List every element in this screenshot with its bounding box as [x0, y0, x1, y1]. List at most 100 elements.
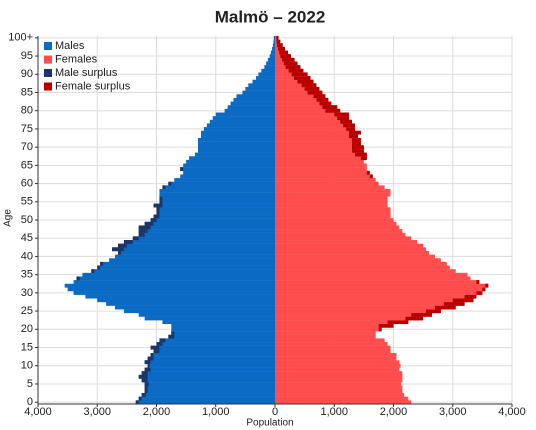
male-bar — [224, 108, 275, 113]
y-tick-label: 60 — [21, 177, 33, 189]
female-surplus — [349, 130, 361, 135]
male-bar — [144, 389, 275, 394]
male-surplus — [141, 371, 148, 376]
male-bar — [159, 338, 275, 343]
male-bar — [171, 331, 275, 335]
female-bar — [275, 261, 447, 266]
male-surplus — [138, 396, 142, 401]
male-bar — [106, 301, 275, 306]
male-bar — [233, 97, 275, 102]
female-bar — [275, 396, 409, 401]
female-bar — [275, 76, 311, 80]
female-surplus — [277, 43, 283, 48]
male-bar — [197, 145, 275, 150]
female-bar — [275, 363, 401, 368]
female-surplus — [316, 97, 329, 102]
male-bar — [270, 50, 275, 55]
male-bar — [215, 112, 275, 117]
female-bar — [275, 87, 320, 91]
female-surplus — [352, 138, 361, 142]
male-bar — [174, 178, 275, 182]
female-bar — [275, 385, 403, 390]
legend-swatch — [44, 82, 52, 91]
male-bar — [153, 203, 275, 208]
female-bar — [275, 272, 468, 277]
male-surplus — [138, 225, 151, 230]
female-bar — [275, 229, 403, 233]
male-bar — [261, 68, 275, 73]
male-surplus — [144, 360, 151, 365]
legend-label: Male surplus — [55, 67, 118, 79]
female-bar — [275, 280, 480, 284]
male-surplus — [141, 393, 146, 397]
female-surplus — [378, 323, 394, 328]
male-bar — [85, 294, 276, 299]
male-surplus — [144, 367, 151, 372]
x-tick-label: 1,000 — [202, 406, 230, 418]
male-bar — [144, 316, 275, 321]
female-surplus — [340, 119, 353, 124]
female-surplus — [346, 127, 355, 131]
female-bar — [275, 265, 450, 270]
male-bar — [236, 94, 275, 99]
male-surplus — [156, 207, 160, 212]
male-surplus — [150, 345, 160, 350]
female-bar — [275, 189, 391, 193]
female-surplus — [293, 76, 311, 80]
y-tick-label: 85 — [21, 86, 33, 98]
male-surplus — [162, 185, 166, 190]
x-tick-label: 3,000 — [439, 406, 467, 418]
female-bar — [275, 294, 477, 299]
male-surplus — [135, 400, 139, 405]
male-bar — [112, 247, 275, 252]
female-surplus — [313, 94, 326, 99]
female-bar — [275, 301, 465, 306]
male-surplus — [159, 338, 166, 343]
female-bar — [275, 167, 367, 172]
female-bar — [275, 203, 388, 208]
female-bar — [275, 123, 355, 128]
male-bar — [123, 309, 275, 314]
female-surplus — [443, 301, 465, 306]
female-bar — [275, 141, 361, 146]
female-surplus — [352, 141, 361, 146]
female-bar — [275, 130, 361, 135]
female-surplus — [277, 46, 286, 51]
male-bar — [197, 141, 275, 146]
male-bar — [180, 167, 275, 172]
female-bar — [275, 199, 388, 204]
female-surplus — [411, 312, 433, 317]
female-bar — [275, 254, 435, 259]
female-surplus — [352, 145, 364, 150]
female-surplus — [378, 327, 382, 332]
male-surplus — [153, 214, 160, 219]
female-bar — [275, 250, 430, 255]
female-surplus — [282, 57, 295, 62]
female-bar — [275, 287, 486, 292]
male-bar — [117, 250, 275, 255]
male-bar — [159, 189, 275, 193]
male-surplus — [168, 181, 172, 186]
female-surplus — [285, 65, 301, 69]
male-bar — [109, 258, 275, 263]
male-bar — [273, 36, 275, 40]
female-surplus — [476, 280, 480, 284]
male-bar — [183, 163, 275, 168]
male-surplus — [153, 349, 160, 354]
male-surplus — [156, 210, 160, 215]
male-bar — [141, 378, 275, 383]
female-bar — [275, 352, 397, 357]
male-bar — [171, 323, 275, 328]
male-surplus — [153, 203, 163, 208]
male-surplus — [150, 218, 157, 223]
y-tick-label: 35 — [21, 269, 33, 281]
female-bar — [275, 83, 317, 88]
female-bar — [275, 371, 403, 376]
female-bar — [275, 108, 341, 113]
female-surplus — [297, 79, 314, 84]
legend-swatch — [44, 69, 52, 77]
male-bar — [156, 342, 275, 346]
male-bar — [227, 105, 275, 110]
male-bar — [138, 374, 275, 379]
female-bar — [275, 138, 361, 142]
